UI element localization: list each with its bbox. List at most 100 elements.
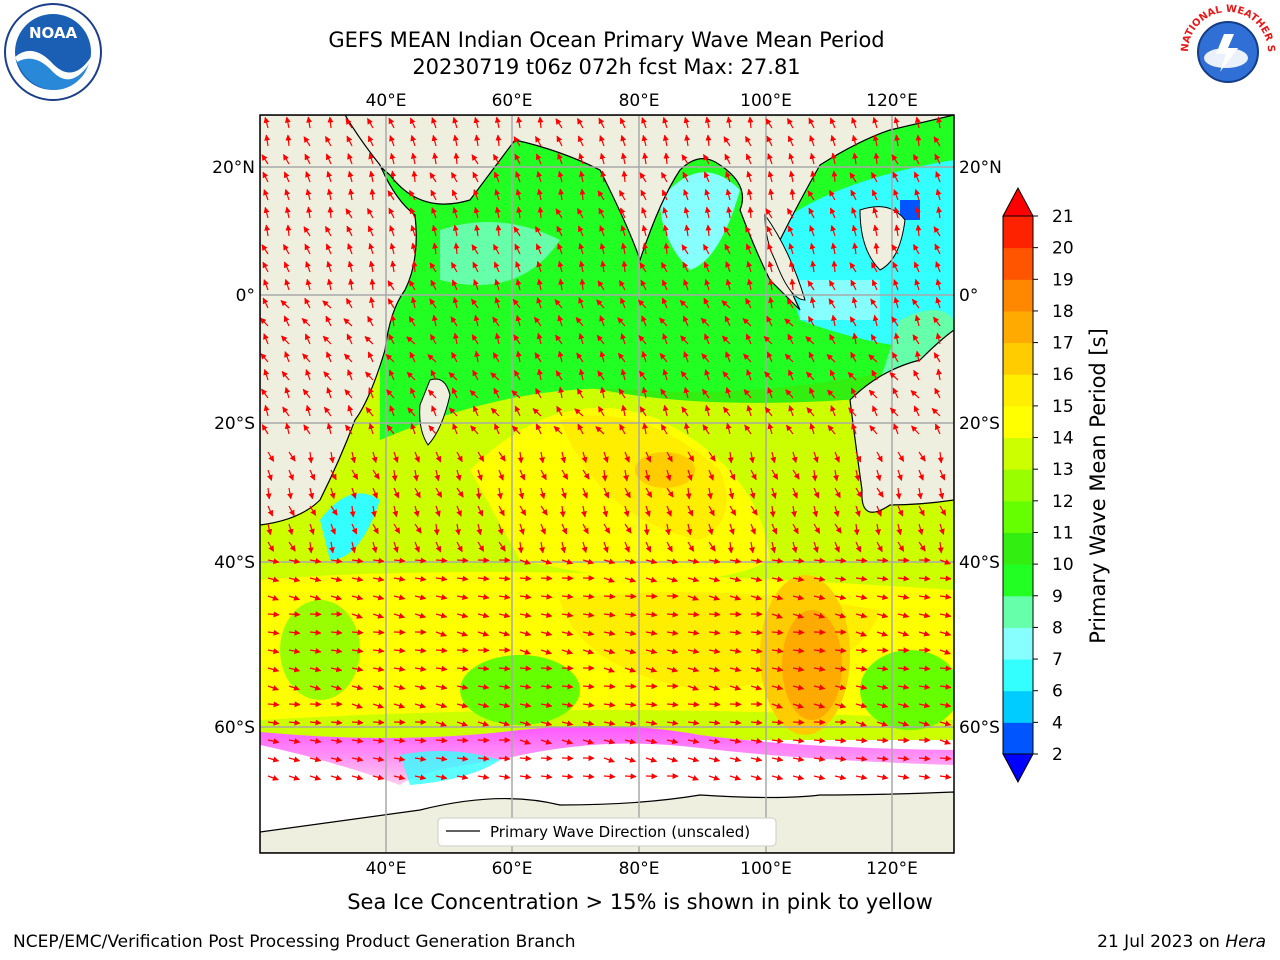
wave-arrow: [723, 136, 731, 147]
wave-arrow: [624, 738, 637, 745]
wave-arrow: [471, 334, 479, 345]
wave-arrow: [498, 541, 506, 552]
wave-arrow: [288, 594, 300, 601]
wave-arrow: [891, 154, 899, 165]
wave-arrow: [687, 648, 700, 655]
wave-arrow: [771, 684, 784, 691]
wave-arrow: [750, 576, 763, 583]
wave-arrow: [624, 487, 631, 499]
wave-arrow: [725, 171, 731, 183]
wave-arrow: [617, 317, 626, 327]
wave-arrow: [687, 558, 700, 565]
wave-arrow: [665, 469, 672, 482]
wave-arrow: [729, 629, 742, 636]
wave-arrow: [855, 702, 868, 709]
wave-arrow: [603, 593, 616, 600]
wave-arrow: [876, 647, 889, 654]
wave-arrow: [498, 720, 511, 727]
wave-arrow: [640, 279, 647, 291]
wave-arrow: [555, 334, 563, 345]
wave-arrow: [260, 353, 269, 363]
wave-arrow: [372, 523, 379, 535]
wave-arrow: [393, 557, 406, 564]
wave-arrow: [515, 171, 521, 183]
wave-arrow: [288, 719, 301, 726]
wave-arrow: [322, 335, 332, 345]
wave-arrow: [726, 206, 733, 219]
wave-arrow: [283, 171, 290, 183]
wave-arrow: [435, 721, 447, 727]
wave-arrow: [456, 557, 469, 564]
wave-arrow: [576, 117, 584, 129]
wave-arrow: [368, 387, 374, 399]
wave-arrow: [267, 576, 280, 583]
wave-arrow: [393, 702, 406, 709]
wave-arrow: [603, 630, 616, 637]
wave-arrow: [893, 332, 900, 345]
wave-arrow: [849, 172, 857, 183]
wave-arrow: [687, 685, 699, 691]
wave-arrow: [891, 351, 899, 363]
wave-arrow: [851, 296, 858, 309]
wave-arrow: [893, 189, 899, 201]
colorbar-segment: [1003, 310, 1033, 344]
wave-arrow: [330, 594, 343, 601]
wave-arrow: [603, 738, 616, 745]
wave-arrow: [325, 243, 332, 255]
lon-tick: 40°E: [366, 91, 407, 111]
wave-arrow: [494, 206, 501, 219]
wave-arrow: [852, 152, 859, 165]
wave-arrow: [641, 207, 647, 219]
wave-arrow: [325, 153, 332, 165]
wave-arrow: [872, 405, 878, 417]
wave-arrow: [702, 243, 710, 255]
wave-arrow: [267, 629, 280, 636]
colorbar-tick-label: 17: [1052, 334, 1074, 354]
wave-arrow: [518, 523, 525, 535]
wave-arrow: [326, 387, 333, 399]
wave-arrow: [519, 702, 532, 709]
wave-arrow: [559, 505, 566, 518]
wave-arrow: [666, 576, 679, 583]
wave-arrow: [850, 351, 857, 363]
wave-arrow: [393, 594, 406, 601]
wave-arrow: [456, 612, 469, 619]
wave-arrow: [372, 576, 385, 583]
wave-arrow: [540, 612, 553, 619]
wave-arrow: [871, 189, 878, 201]
lat-tick: 20°N: [212, 158, 255, 178]
wave-arrow: [414, 487, 421, 499]
wave-arrow: [369, 188, 376, 201]
wave-arrow: [747, 116, 754, 129]
wave-arrow: [683, 422, 690, 435]
wave-arrow: [456, 702, 469, 709]
wave-arrow: [897, 702, 910, 709]
wave-arrow: [371, 451, 378, 464]
wave-arrow: [435, 487, 443, 498]
wave-arrow: [326, 170, 333, 183]
lon-tick: 100°E: [740, 859, 792, 879]
wave-arrow: [267, 719, 280, 726]
wave-arrow: [434, 505, 441, 517]
wave-arrow: [750, 684, 763, 691]
wave-arrow: [514, 405, 521, 417]
wave-arrow: [896, 523, 903, 536]
wave-arrow: [519, 612, 532, 619]
wave-arrow: [435, 684, 448, 691]
colorbar-segment: [1003, 595, 1033, 628]
wave-arrow: [792, 629, 805, 636]
wave-arrow: [456, 737, 469, 744]
wave-arrow: [435, 631, 447, 637]
wave-arrow: [771, 719, 784, 726]
wave-arrow: [703, 297, 710, 309]
wave-arrow: [659, 317, 668, 327]
wave-arrow: [288, 701, 301, 708]
wave-arrow: [471, 154, 479, 165]
wave-arrow: [330, 719, 343, 726]
wave-arrow: [494, 116, 501, 129]
wave-arrow: [431, 314, 438, 327]
wave-arrow: [680, 370, 689, 381]
wave-arrow: [534, 225, 542, 237]
wave-arrow: [498, 451, 506, 462]
wave-arrow: [808, 117, 815, 129]
